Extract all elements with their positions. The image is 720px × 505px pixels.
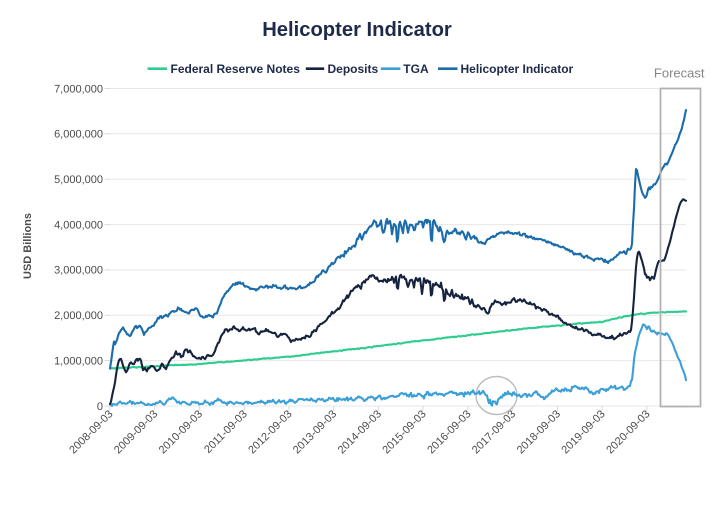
svg-text:3,000,000: 3,000,000	[54, 265, 103, 277]
svg-text:7,000,000: 7,000,000	[54, 83, 103, 95]
svg-text:Forecast: Forecast	[654, 66, 705, 81]
svg-text:USD Billions: USD Billions	[22, 213, 34, 279]
svg-text:Federal Reserve Notes: Federal Reserve Notes	[171, 62, 301, 76]
svg-text:2,000,000: 2,000,000	[54, 310, 103, 322]
svg-text:1,000,000: 1,000,000	[54, 355, 103, 367]
svg-text:4,000,000: 4,000,000	[54, 219, 103, 231]
svg-text:TGA: TGA	[403, 62, 429, 76]
svg-text:Deposits: Deposits	[328, 62, 379, 76]
svg-text:5,000,000: 5,000,000	[54, 174, 103, 186]
svg-text:Helicopter Indicator: Helicopter Indicator	[262, 19, 452, 41]
svg-text:0: 0	[97, 401, 103, 413]
svg-text:6,000,000: 6,000,000	[54, 129, 103, 141]
svg-text:Helicopter Indicator: Helicopter Indicator	[461, 62, 574, 76]
